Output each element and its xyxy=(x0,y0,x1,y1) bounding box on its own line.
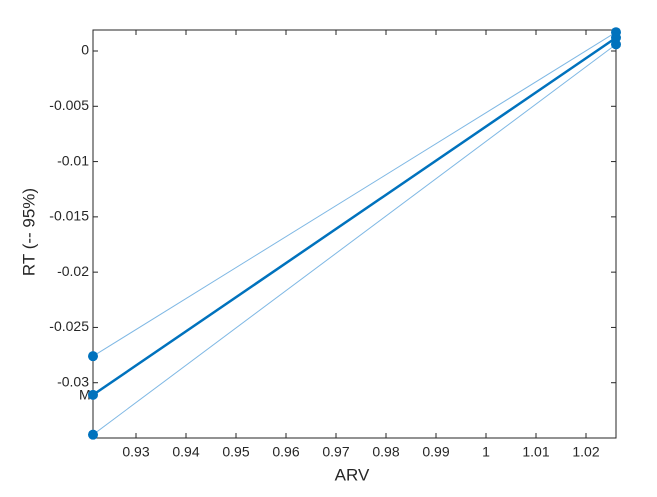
x-tick-label: 1.01 xyxy=(522,444,549,460)
y-tick-label: -0.015 xyxy=(49,208,89,224)
y-tick-label: 0 xyxy=(81,42,89,58)
x-tick-label: 0.94 xyxy=(172,444,199,460)
y-tick-label: -0.005 xyxy=(49,97,89,113)
x-axis-label: ARV xyxy=(335,465,370,484)
y-axis-label: RT (-- 95%) xyxy=(19,188,38,276)
x-tick-label: 1.02 xyxy=(572,444,599,460)
x-tick-label: 0.96 xyxy=(272,444,299,460)
point xyxy=(88,429,98,440)
point xyxy=(88,389,98,400)
x-tick-label: 0.98 xyxy=(372,444,399,460)
y-tick-label: -0.01 xyxy=(57,152,89,168)
annotation: M xyxy=(79,387,91,403)
y-tick-label: -0.025 xyxy=(49,318,89,334)
x-tick-label: 0.97 xyxy=(322,444,349,460)
x-tick-label: 1 xyxy=(482,444,490,460)
series-line xyxy=(92,31,617,357)
series-line xyxy=(92,43,617,436)
point xyxy=(88,351,98,362)
x-tick-label: 0.93 xyxy=(122,444,149,460)
series-line xyxy=(92,36,617,396)
y-tick-label: -0.03 xyxy=(57,373,89,389)
x-tick-label: 0.95 xyxy=(222,444,249,460)
point xyxy=(611,39,621,50)
y-tick-label: -0.02 xyxy=(57,263,89,279)
x-tick-label: 0.99 xyxy=(422,444,449,460)
